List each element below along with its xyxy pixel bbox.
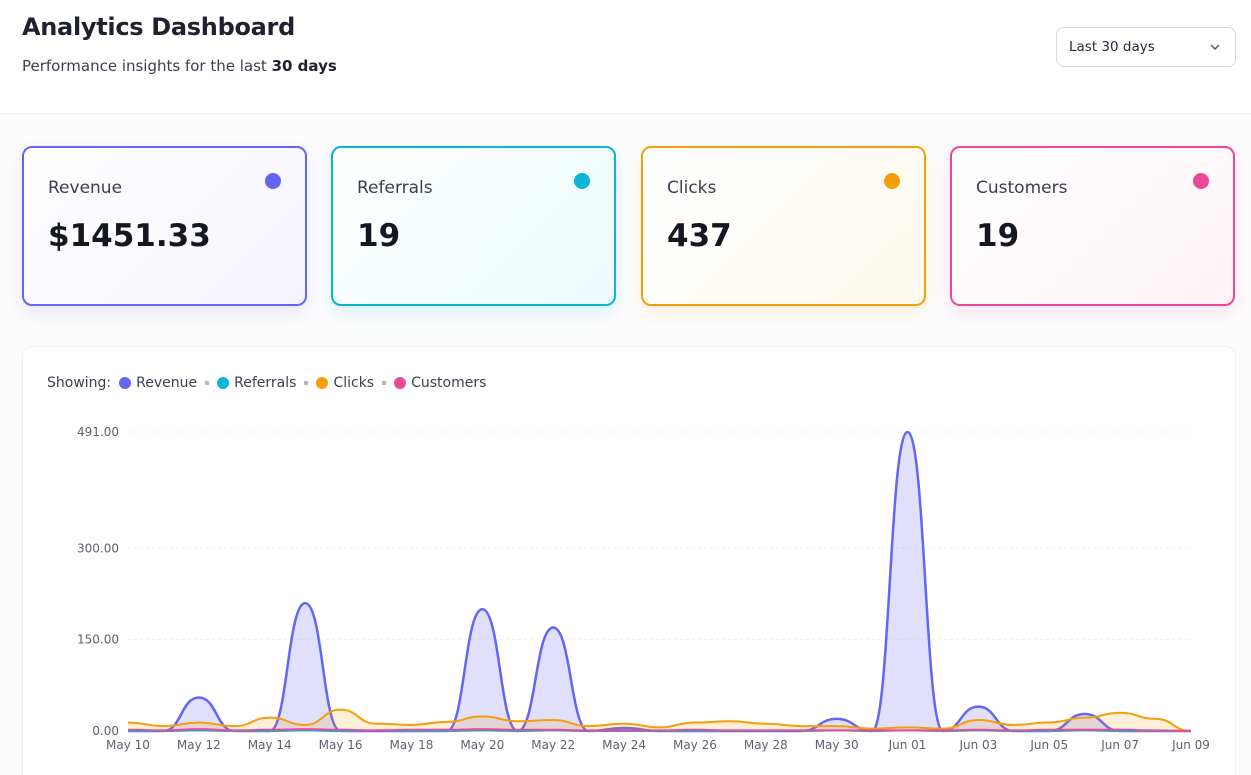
- legend-showing-label: Showing:: [47, 375, 112, 391]
- x-tick-label: Jun 01: [888, 738, 927, 752]
- series-area-revenue: [128, 432, 1191, 731]
- analytics-chart: 0.00 150.00 300.00 491.00 May 10 May 12 May 14…: [77, 425, 1210, 752]
- x-tick-label: May 14: [248, 738, 292, 752]
- legend-item-customers[interactable]: Customers: [394, 375, 486, 391]
- page-title: Analytics Dashboard: [22, 13, 295, 41]
- x-tick-label: May 20: [460, 738, 504, 752]
- legend-separator: [304, 381, 309, 385]
- legend-label: Revenue: [136, 375, 198, 391]
- chevron-down-icon: [1210, 44, 1220, 50]
- stat-value: 19: [357, 218, 401, 254]
- status-dot: [265, 173, 281, 189]
- series-area-clicks: [128, 709, 1191, 731]
- y-tick-label: 300.00: [77, 541, 119, 555]
- x-tick-label: May 28: [744, 738, 788, 752]
- x-tick-label: May 24: [602, 738, 646, 752]
- chart-panel: Showing: Revenue Referrals Clicks Custom…: [22, 346, 1236, 775]
- stat-label: Referrals: [357, 178, 433, 198]
- stat-card-customers[interactable]: Customers 19: [950, 146, 1235, 306]
- x-tick-label: May 12: [177, 738, 221, 752]
- legend-label: Referrals: [234, 375, 297, 391]
- legend-label: Customers: [411, 375, 487, 391]
- x-tick-label: Jun 09: [1171, 738, 1210, 752]
- legend-separator: [205, 381, 210, 385]
- x-tick-label: Jun 03: [958, 738, 997, 752]
- x-tick-label: May 30: [815, 738, 859, 752]
- legend-item-referrals[interactable]: Referrals: [217, 375, 296, 391]
- status-dot: [884, 173, 900, 189]
- status-dot: [1193, 173, 1209, 189]
- x-tick-label: May 16: [319, 738, 363, 752]
- y-tick-label: 150.00: [77, 633, 119, 647]
- legend-dot: [119, 377, 132, 389]
- x-tick-label: May 22: [531, 738, 575, 752]
- legend-dot: [217, 377, 230, 389]
- stat-card-referrals[interactable]: Referrals 19: [331, 146, 616, 306]
- page-header: Analytics Dashboard Performance insights…: [0, 0, 1251, 114]
- legend-dot: [316, 377, 329, 389]
- series-line-clicks: [127, 708, 1192, 732]
- x-tick-label: May 18: [390, 738, 434, 752]
- stat-label: Clicks: [667, 178, 717, 198]
- stat-label: Revenue: [48, 178, 123, 198]
- subtitle-period: 30 days: [271, 57, 337, 75]
- x-tick-label: Jun 05: [1029, 738, 1068, 752]
- y-tick-label: 0.00: [92, 724, 119, 738]
- stat-label: Customers: [976, 178, 1068, 198]
- legend-item-clicks[interactable]: Clicks: [316, 375, 374, 391]
- chart-legend: Showing: Revenue Referrals Clicks Custom…: [47, 375, 486, 391]
- stat-card-revenue[interactable]: Revenue $1451.33: [22, 146, 307, 306]
- stat-value: 437: [667, 218, 732, 254]
- legend-label: Clicks: [333, 375, 375, 391]
- series-line-customers: [127, 728, 1192, 732]
- legend-dot: [394, 377, 407, 389]
- page-subtitle: Performance insights for the last 30 day…: [22, 57, 337, 75]
- x-tick-label: May 26: [673, 738, 717, 752]
- stat-value: $1451.33: [48, 218, 211, 254]
- date-range-value: Last 30 days: [1069, 39, 1155, 55]
- y-tick-label: 491.00: [77, 425, 119, 439]
- stat-card-clicks[interactable]: Clicks 437: [641, 146, 926, 306]
- legend-separator: [382, 381, 387, 385]
- status-dot: [574, 173, 590, 189]
- x-tick-label: May 10: [106, 738, 150, 752]
- x-tick-label: Jun 07: [1100, 738, 1139, 752]
- subtitle-text: Performance insights for the last: [22, 57, 272, 75]
- stat-value: 19: [976, 218, 1020, 254]
- legend-item-revenue[interactable]: Revenue: [119, 375, 197, 391]
- date-range-select[interactable]: Last 30 days: [1056, 27, 1236, 67]
